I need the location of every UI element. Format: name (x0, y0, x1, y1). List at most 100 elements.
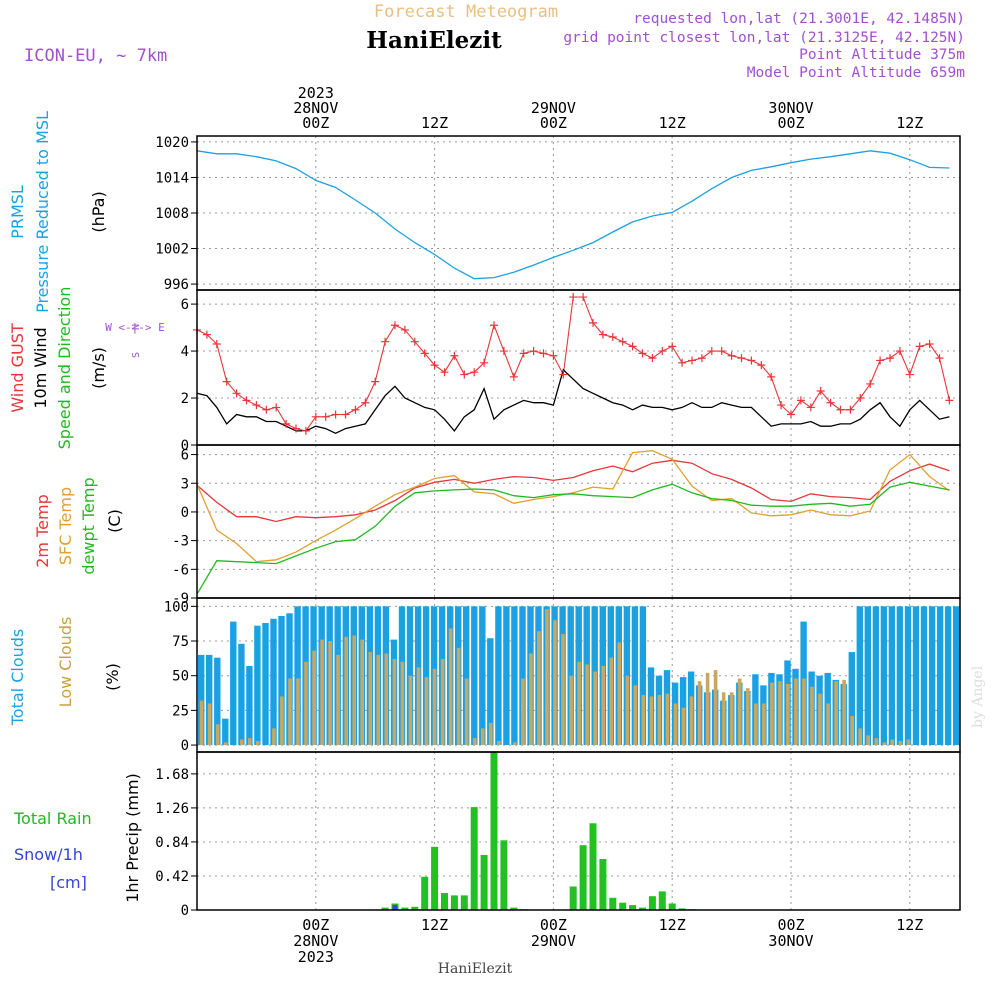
low-cloud-bar-31 (448, 628, 453, 745)
rain-bar-17 (589, 823, 597, 910)
rain-bar-3 (411, 906, 419, 910)
ytick-label-4-2: 0.84 (155, 835, 189, 851)
rain-bar-13 (510, 907, 518, 910)
chart-title: Forecast Meteogram (374, 2, 558, 22)
pressure-label-prmsl: PRMSL (8, 185, 27, 239)
gust-marker-4 (232, 389, 241, 398)
gust-marker-7 (262, 405, 271, 414)
low-cloud-bar-49 (593, 671, 597, 745)
gust-marker-60 (787, 410, 795, 419)
low-cloud-bar-9 (272, 728, 276, 745)
low-cloud-bar-19 (352, 635, 356, 746)
total-cloud-bar-87 (896, 606, 904, 745)
total-cloud-bar-0 (198, 654, 205, 746)
bottom-time-label-4-1: 30NOV (768, 932, 813, 950)
low-cloud-bar-5 (240, 739, 244, 745)
wind-unit: (m/s) (89, 347, 108, 389)
low-cloud-bar-33 (464, 678, 469, 746)
rain-bar-16 (579, 845, 587, 910)
gust-marker-46 (648, 354, 657, 363)
gust-marker-20 (391, 321, 399, 330)
low-cloud-bar-51 (609, 657, 613, 746)
watermark: by Angel (970, 665, 986, 728)
gust-marker-11 (301, 426, 310, 435)
dewpt-line (196, 481, 950, 595)
gust-marker-8 (272, 403, 281, 412)
gust-marker-75 (935, 354, 944, 363)
panel-frame-2 (196, 444, 961, 599)
rain-bar-23 (648, 896, 656, 910)
total-cloud-bar-12 (294, 606, 301, 745)
rain-bar-19 (609, 897, 617, 910)
low-cloud-bar-70 (762, 703, 766, 745)
low-cloud-bar-79 (834, 681, 838, 745)
low-cloud-bar-56 (649, 696, 654, 746)
gust-marker-58 (767, 372, 776, 381)
low-cloud-bar-27 (416, 667, 421, 746)
low-cloud-bar-73 (786, 684, 790, 745)
compass-s: S (131, 352, 142, 358)
gust-marker-12 (311, 412, 320, 421)
requested-coords: requested lon,lat (21.3001E, 42.1485N) (633, 11, 965, 27)
total-cloud-bar-53 (623, 606, 631, 745)
gust-marker-71 (895, 347, 904, 356)
gust-marker-67 (856, 394, 865, 403)
total-cloud-bar-34 (471, 606, 478, 745)
ytick-label-2-0: -9 (172, 591, 189, 607)
bottom-time-label-0-0: 00Z (302, 916, 329, 934)
clouds-total-label: Total Clouds (8, 629, 27, 727)
ytick-label-0-2: 1008 (155, 206, 189, 222)
total-cloud-bar-9 (270, 618, 277, 746)
ytick-label-0-0: 996 (164, 277, 189, 293)
gust-marker-21 (400, 325, 409, 334)
low-cloud-bar-88 (906, 739, 911, 745)
low-cloud-bar-84 (874, 738, 879, 745)
low-cloud-bar-87 (898, 740, 903, 746)
gust-line (196, 296, 950, 432)
gust-marker-64 (826, 398, 835, 407)
low-cloud-bar-52 (617, 642, 622, 746)
rain-bar-7 (450, 895, 458, 910)
low-cloud-bar-21 (368, 652, 373, 746)
snow-bar-0 (392, 905, 398, 910)
low-cloud-bar-13 (304, 661, 308, 745)
wind-gust-label: Wind GUST (8, 323, 27, 413)
top-time-label-0-2: 00Z (302, 114, 329, 132)
gust-marker-65 (836, 405, 845, 414)
low-cloud-bar-46 (569, 675, 573, 746)
low-cloud-bar-86 (890, 739, 895, 745)
rain-bar-22 (639, 907, 646, 910)
low-cloud-bar-66 (729, 692, 734, 745)
ytick-label-1-2: 4 (181, 344, 189, 360)
low-cloud-bar-82 (858, 728, 862, 745)
bottom-time-label-0-2: 2023 (298, 948, 334, 966)
ytick-label-0-1: 1002 (155, 242, 189, 258)
low-cloud-bar-40 (521, 678, 525, 746)
gust-marker-40 (589, 318, 597, 327)
total-cloud-bar-92 (936, 606, 944, 745)
snow-label: Snow/1h (14, 845, 83, 864)
total-cloud-bar-3 (222, 718, 229, 746)
low-cloud-bar-0 (199, 700, 204, 746)
low-cloud-bar-29 (432, 668, 437, 746)
rain-bar-25 (668, 903, 676, 910)
low-cloud-bar-15 (320, 639, 324, 745)
gust-marker-37 (559, 370, 568, 379)
sfc-temp-line (196, 450, 950, 563)
ytick-label-4-0: 0 (181, 903, 189, 919)
top-time-label-0-0: 2023 (298, 84, 334, 102)
gust-marker-30 (490, 321, 498, 330)
low-cloud-bar-85 (882, 742, 887, 746)
low-cloud-bar-43 (545, 609, 549, 746)
gust-marker-1 (202, 330, 211, 339)
ytick-label-4-3: 1.26 (155, 801, 189, 817)
gust-marker-29 (480, 358, 489, 367)
total-cloud-bar-81 (848, 652, 855, 746)
low-cloud-bar-2 (215, 724, 220, 746)
rain-bar-12 (500, 840, 508, 910)
low-cloud-bar-30 (440, 659, 445, 745)
low-cloud-bar-61 (689, 696, 694, 746)
gust-marker-27 (460, 370, 469, 379)
compass-we: W <-|-> E (105, 321, 165, 334)
rain-label: Total Rain (13, 809, 92, 828)
